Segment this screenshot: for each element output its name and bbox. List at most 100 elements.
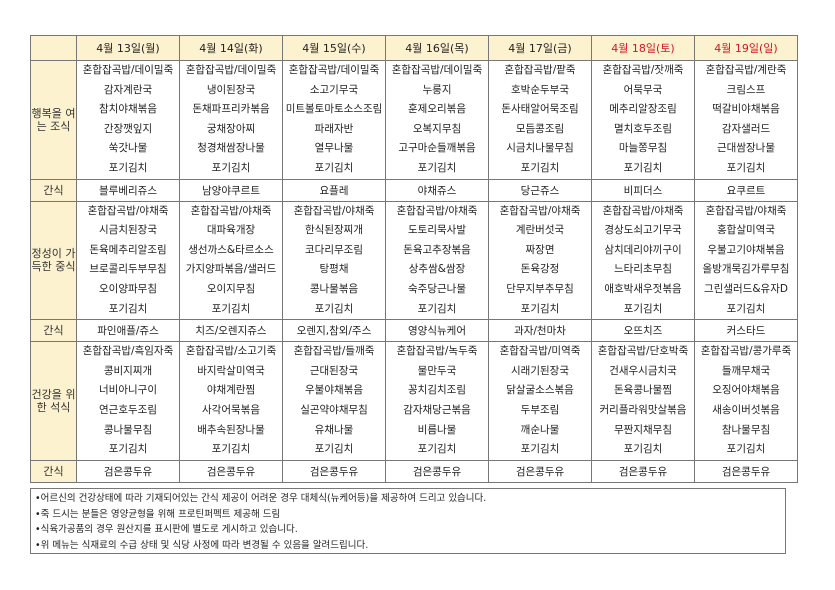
menu-item: 청경채쌈장나물 [197,142,265,155]
menu-item: 포기김치 [623,161,663,174]
menu-item: 커리플라워맛살볶음 [599,403,687,416]
menu-item: 바지락살미역국 [197,364,265,377]
menu-item: 가지양파볶음/샐러드 [185,263,277,276]
header-row: 4월 13일(월) 4월 14일(화) 4월 15일(수) 4월 16일(목) 4월 1… [30,35,798,61]
menu-item: 혼합잡곡밥/팥죽 [504,64,576,76]
dinner-cell: 혼합잡곡밥/단호박죽 건새우시금치국 돈육콩나물찜 커리플라워맛살볶음 무짠지채무침 포기… [591,341,695,461]
menu-item: 시금치된장국 [99,224,157,237]
menu-item: 너비아니구이 [99,384,157,397]
snack-cell: 비피더스 [591,178,695,202]
menu-item: 포기김치 [211,161,251,174]
menu-item: 근대된장국 [309,364,359,377]
menu-item: 혼합잡곡밥/야채죽 [190,204,272,217]
snack-cell: 과자/천마차 [488,319,592,343]
menu-item: 그린샐러드&유자D [704,282,788,295]
menu-item: 경상도쇠고기무국 [604,224,682,237]
menu-item: 콩나물무침 [103,423,153,436]
snack-cell: 오뜨치즈 [591,319,695,343]
menu-item: 혼합잡곡밥/야채죽 [705,204,787,217]
menu-item: 돈육메추리알조림 [89,243,167,256]
corner-cell [30,35,77,61]
menu-item: 멸치호두조림 [614,122,672,135]
menu-item: 감자샐러드 [721,122,771,135]
menu-item: 냉이된장국 [206,83,256,96]
menu-item: 포기김치 [520,161,560,174]
menu-item: 혼합잡곡밥/들깨죽 [293,345,375,358]
snack-cell: 남양야쿠르트 [179,178,283,202]
snack-cell: 검은콩두유 [488,459,592,483]
menu-item: 혼합잡곡밥/데이밀죽 [185,64,277,76]
menu-item: 콩나물볶음 [309,282,359,295]
menu-item: 혼합잡곡밥/소고기죽 [185,345,277,358]
lunch-cell: 혼합잡곡밥/야채죽 시금치된장국 돈육메추리알조림 브로콜리두부무침 오이양파무침 포기김… [76,200,180,321]
dinner-cell: 혼합잡곡밥/콩가루죽 들깨무채국 오징어야채볶음 새송이버섯볶음 참나물무침 포기김치 [694,341,798,461]
breakfast-cell: 혼합잡곡밥/팥죽 호박순두부국 돈사태알어묵조림 모듬콩조림 시금치나물무침 포기김치 [488,60,592,180]
menu-item: 포기김치 [623,443,663,456]
breakfast-label: 행복을 여는 조식 [30,60,77,180]
menu-item: 올방개묵김가루무침 [702,263,790,276]
menu-item: 숙주당근나물 [408,282,466,295]
menu-item: 파래자반 [314,122,354,135]
menu-item: 비름나물 [417,423,457,436]
menu-item: 포기김치 [520,302,560,315]
menu-item: 포기김치 [314,443,354,456]
day-header: 4월 17일(금) [488,35,592,61]
day-header: 4월 15일(수) [282,35,386,61]
menu-item: 포기김치 [726,443,766,456]
menu-item: 오이지무침 [206,282,256,295]
menu-item: 도토리묵사발 [408,224,466,237]
breakfast-cell: 혼합잡곡밥/데이밀죽 냉이된장국 돈채파프리카볶음 궁채장아찌 청경채쌈장나물 포기김치 [179,60,283,180]
menu-item: 참나물무침 [721,423,771,436]
notes-box: •어르신의 건강상태에 따라 기재되어있는 간식 제공이 어려운 경우 대체식(… [30,488,786,554]
menu-item: 돈육콩나물찜 [614,384,672,397]
menu-item: 야채계란찜 [206,384,256,397]
menu-item: 시금치나물무침 [506,142,574,155]
menu-item: 혼합잡곡밥/흑임자죽 [82,345,174,358]
menu-item: 콩비지찌개 [103,364,153,377]
menu-item: 애호박새우젓볶음 [604,282,682,295]
menu-item: 우불야채볶음 [305,384,363,397]
menu-item: 혼합잡곡밥/계란죽 [705,64,787,76]
menu-item: 배추속된장나물 [197,423,265,436]
menu-item: 포기김치 [211,443,251,456]
menu-item: 새송이버섯볶음 [712,403,780,416]
breakfast-cell: 혼합잡곡밥/데이밀죽 소고기무국 미트볼토마토소스조림 파래자반 열무나물 포기김치 [282,60,386,180]
menu-item: 돈사태알어묵조림 [501,103,579,116]
breakfast-cell: 혼합잡곡밥/잣깨죽 어묵무국 메추리알장조림 멸치호두조림 마늘쫑무침 포기김치 [591,60,695,180]
menu-item: 혼합잡곡밥/야채죽 [396,204,478,217]
menu-item: 포기김치 [108,302,148,315]
menu-item: 오징어야채볶음 [712,384,780,397]
menu-item: 돈육강정 [520,263,560,276]
menu-item: 포기김치 [520,443,560,456]
lunch-cell: 혼합잡곡밥/야채죽 한식된장찌개 코다리무조림 탕평채 콩나물볶음 포기김치 [282,200,386,321]
note-line: •위 메뉴는 식재료의 수급 상태 및 식당 사정에 따라 변경될 수 있음을 … [35,539,369,551]
menu-item: 생선까스&타르소스 [188,243,274,256]
snack-cell: 검은콩두유 [694,459,798,483]
snack-cell: 커스타드 [694,319,798,343]
snack-cell: 영양식뉴케어 [385,319,489,343]
day-header: 4월 19일(일) [694,35,798,61]
menu-item: 근대쌈장나물 [717,142,775,155]
snack-cell: 치즈/오렌지쥬스 [179,319,283,343]
menu-item: 꽁치김치조림 [408,384,466,397]
snack-cell: 블루베리쥬스 [76,178,180,202]
menu-item: 혼합잡곡밥/잣깨죽 [602,64,684,76]
menu-item: 포기김치 [314,302,354,315]
snack-cell: 검은콩두유 [591,459,695,483]
menu-item: 계란버섯국 [515,224,565,237]
menu-item: 유채나물 [314,423,354,436]
menu-item: 상추쌈&쌈장 [408,263,466,276]
menu-item: 돈육고추장볶음 [403,243,471,256]
menu-item: 혼합잡곡밥/녹두죽 [396,345,478,358]
snack-label: 간식 [30,319,77,343]
menu-item: 두부조림 [520,403,560,416]
menu-item: 혼합잡곡밥/야채죽 [602,204,684,217]
menu-item: 오복지무침 [412,122,462,135]
menu-item: 떡갈비야채볶음 [712,103,780,116]
note-line: •어르신의 건강상태에 따라 기재되어있는 간식 제공이 어려운 경우 대체식(… [35,493,487,504]
day-header: 4월 18일(토) [591,35,695,61]
menu-item: 감자계란국 [103,83,153,96]
snack-label: 간식 [30,178,77,202]
menu-item: 시래기된장국 [511,364,569,377]
menu-item: 포기김치 [417,302,457,315]
